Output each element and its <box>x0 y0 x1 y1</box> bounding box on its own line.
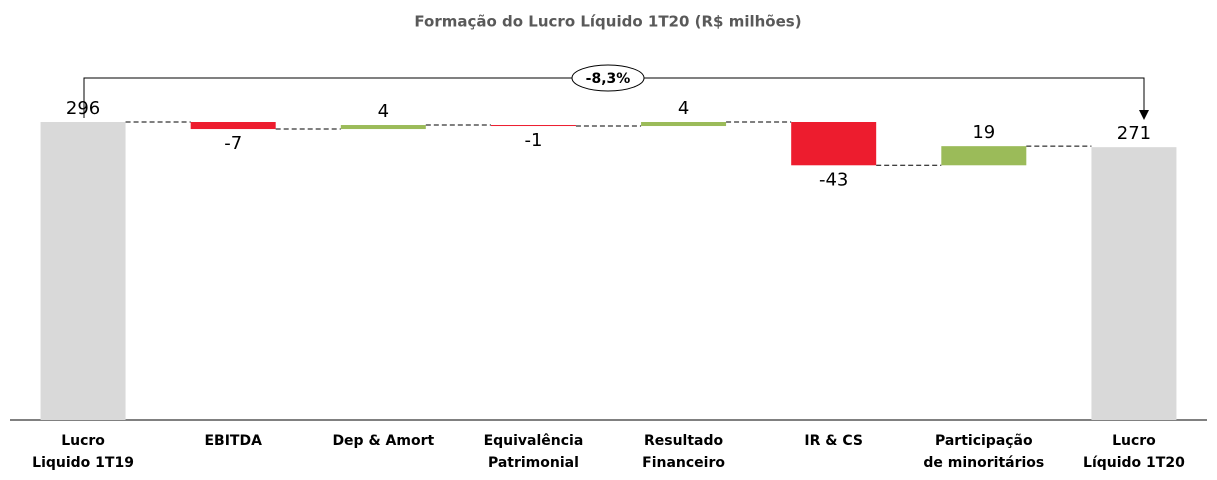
value-label: -43 <box>819 169 848 190</box>
x-tick-label: Financeiro <box>642 455 725 471</box>
bar <box>791 122 877 166</box>
value-label: 271 <box>1117 123 1151 144</box>
value-label: 296 <box>66 98 100 119</box>
value-label: 19 <box>972 122 995 143</box>
x-tick-label: de minoritários <box>923 455 1044 471</box>
value-label: -1 <box>524 130 542 151</box>
x-tick-label: Patrimonial <box>488 455 579 471</box>
x-tick-label: Lucro <box>1112 433 1156 449</box>
x-tick-label: Liquido 1T19 <box>32 455 134 471</box>
bar <box>1091 147 1177 420</box>
bar <box>941 146 1027 166</box>
x-tick-label: Lucro <box>61 433 105 449</box>
x-tick-label: IR & CS <box>804 433 863 449</box>
bar <box>190 122 276 130</box>
value-label: 4 <box>678 98 689 119</box>
x-tick-label: Equivalência <box>484 433 584 449</box>
bar <box>40 122 126 420</box>
x-tick-label: Resultado <box>644 433 724 449</box>
chart-title: Formação do Lucro Líquido 1T20 (R$ milhõ… <box>414 13 801 31</box>
x-tick-label: Líquido 1T20 <box>1083 455 1185 471</box>
value-label: -7 <box>224 133 242 154</box>
annotation-ellipse <box>571 64 645 92</box>
arrow-head <box>1139 110 1149 120</box>
bar <box>490 125 576 127</box>
bar <box>641 122 727 127</box>
x-tick-label: EBITDA <box>204 433 262 449</box>
value-label: 4 <box>378 101 389 122</box>
bar <box>340 125 426 130</box>
x-tick-label: Dep & Amort <box>332 433 434 449</box>
annotation: -8,3% <box>586 71 631 87</box>
x-tick-label: Participação <box>935 433 1033 449</box>
